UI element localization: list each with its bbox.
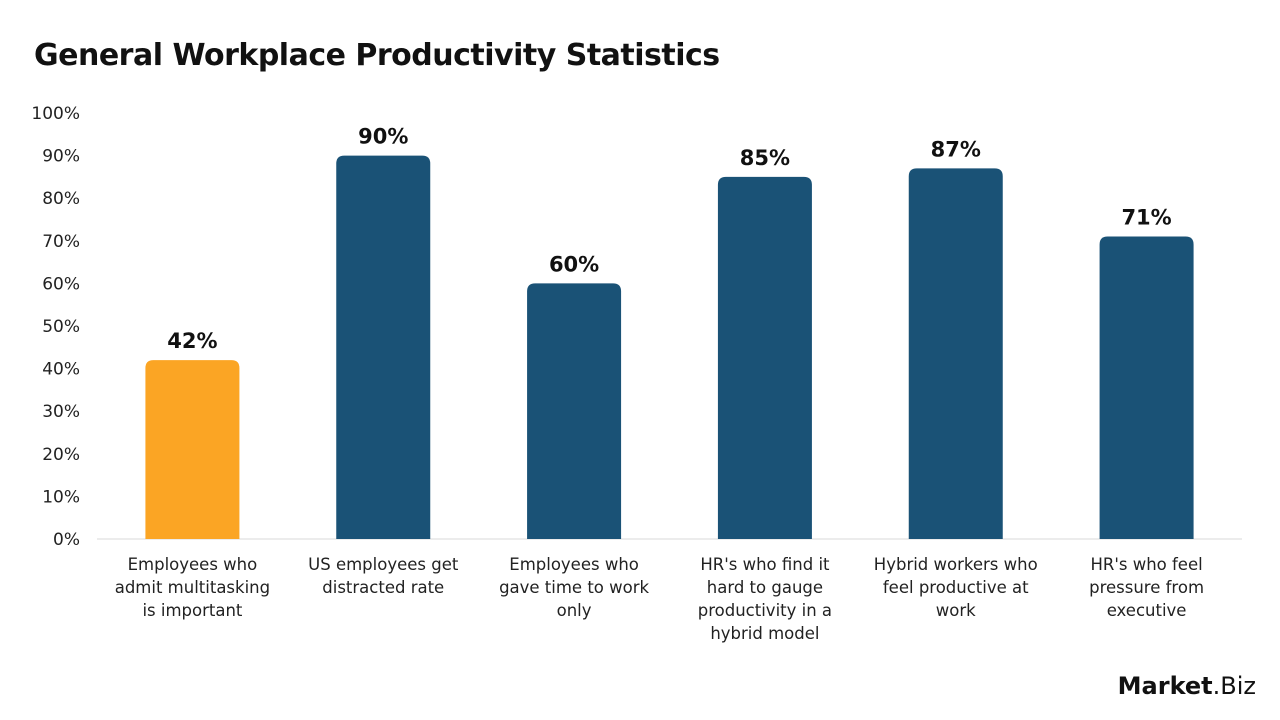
x-tick-label: productivity in a (698, 601, 832, 620)
data-label: 60% (549, 252, 599, 276)
y-tick-label: 60% (42, 274, 80, 294)
y-tick-label: 10% (42, 487, 80, 507)
y-tick-label: 70% (42, 232, 80, 252)
y-tick-label: 90% (42, 147, 80, 167)
x-tick-label: admit multitasking (115, 578, 270, 597)
x-tick-label: HR's who feel (1090, 555, 1202, 574)
x-tick-label: US employees get (308, 555, 459, 574)
x-tick-label: pressure from (1089, 578, 1204, 597)
x-tick-label: executive (1107, 601, 1187, 620)
chart-title: General Workplace Productivity Statistic… (34, 38, 720, 73)
bar (717, 176, 812, 539)
x-tick-label: feel productive at (883, 578, 1029, 597)
bar (145, 360, 240, 539)
bar (527, 283, 622, 539)
bar (908, 168, 1003, 539)
y-tick-label: 30% (42, 402, 80, 422)
bar (336, 155, 431, 539)
y-tick-label: 50% (42, 317, 80, 337)
x-tick-label: hybrid model (710, 624, 819, 643)
x-tick-label: distracted rate (322, 578, 444, 597)
y-tick-label: 100% (31, 104, 80, 124)
x-tick-label: HR's who find it (700, 555, 830, 574)
marketbiz-logo: Market.Biz (1117, 672, 1256, 700)
data-label: 85% (740, 146, 790, 170)
data-label: 71% (1121, 206, 1171, 230)
data-label: 42% (167, 329, 217, 353)
y-tick-label: 40% (42, 360, 80, 380)
data-label: 90% (358, 125, 408, 149)
x-tick-label: work (936, 601, 976, 620)
x-tick-label: Employees who (509, 555, 639, 574)
data-label: 87% (931, 137, 981, 161)
bar (1099, 236, 1194, 540)
x-tick-label: gave time to work (499, 578, 649, 597)
x-tick-label: Hybrid workers who (874, 555, 1038, 574)
x-tick-label: only (557, 601, 592, 620)
x-tick-label: is important (142, 601, 242, 620)
y-tick-label: 80% (42, 189, 80, 209)
x-tick-label: hard to gauge (707, 578, 823, 597)
y-tick-label: 0% (53, 530, 80, 550)
x-tick-label: Employees who (128, 555, 258, 574)
y-tick-label: 20% (42, 445, 80, 465)
